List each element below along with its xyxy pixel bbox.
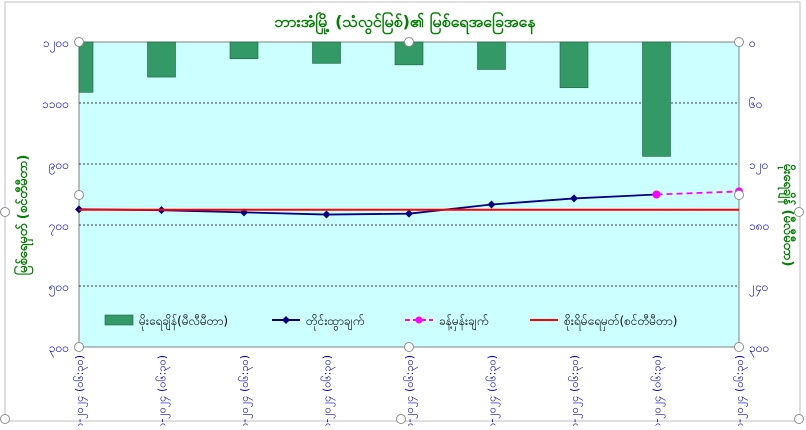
resize-handle[interactable] (0, 207, 10, 217)
x-tick-label: ၂၂-၈-၂၀၂၄ (၀၆:၃၀) (238, 355, 253, 426)
left-tick-label: ၅၀၀ (49, 280, 69, 297)
resize-handle[interactable] (74, 37, 84, 47)
right-tick-label: ၁၈၀ (749, 219, 769, 233)
rainfall-bar (78, 41, 94, 93)
legend-swatch (104, 314, 134, 326)
legend-marker (415, 316, 423, 324)
resize-handle[interactable] (396, 414, 406, 424)
rainfall-bars (78, 41, 671, 157)
x-tick-label: ၂၀-၈-၂၀၂၄ (၀၆:၃၀) (73, 355, 88, 426)
gridlines (79, 102, 739, 287)
rainfall-bar (642, 41, 671, 157)
right-tick-label: ၆၀ (749, 96, 763, 111)
rainfall-bar (147, 41, 176, 78)
legend: မိုးရေချိန်(မီလီမီတာ) တိုင်းထွာချက် ခန့်မှ… (104, 313, 677, 331)
legend-label: ခန့်မှန်းချက် (439, 313, 488, 331)
resize-handle[interactable] (74, 190, 84, 200)
x-tick-label: ၂၇-၈-၂၀၂၄ (၀၆:၃၀) (651, 355, 666, 426)
right-tick-label: ၃၀၀ (749, 341, 769, 358)
selection-handles (0, 37, 804, 424)
resize-handle[interactable] (404, 342, 414, 352)
left-tick-label: ၉၀၀ (49, 158, 69, 175)
rainfall-bar (229, 41, 259, 60)
left-tick-label: ၃၀၀ (49, 341, 69, 358)
x-tick-label: ၂၆-၈-၂၀၂၄ (၀၆:၃၀) (568, 355, 583, 426)
data-point (487, 200, 496, 209)
legend-label: မိုးရေချိန်(မီလီမီတာ) (139, 313, 228, 331)
rainfall-bar (312, 41, 341, 64)
rainfall-bar (559, 41, 589, 89)
resize-handle[interactable] (734, 37, 744, 47)
x-tick-label: ၂၅-၈-၂၀၂၄ (၀၆:၃၀) (486, 355, 501, 426)
resize-handle[interactable] (794, 207, 804, 217)
right-axis-title: မိုးရေချိန် (မီလီမီတာ) (777, 164, 797, 267)
left-axis-title: မြစ်ရေမှတ် (စင်တီမီတာ) (13, 155, 34, 276)
resize-handle[interactable] (794, 414, 804, 424)
rainfall-bar (477, 41, 506, 70)
resize-handle[interactable] (74, 342, 84, 352)
left-tick-label: ၁၂၀၀ (43, 36, 69, 53)
resize-handle[interactable] (0, 414, 10, 424)
series-line (656, 190, 740, 196)
right-tick-label: ၀ (749, 36, 756, 50)
resize-handle[interactable] (734, 190, 744, 200)
x-tick-label: ၂၁-၈-၂၀၂၄ (၀၆:၃၀) (156, 355, 171, 426)
x-tick-label: ၂၈-၈-၂၀၂၄ (၀၆:၃၀) (733, 355, 748, 426)
data-point (322, 210, 331, 219)
resize-handle[interactable] (404, 37, 414, 47)
data-point (405, 209, 413, 218)
x-tick-label: ၂၃-၈-၂၀၂၄ (၀၆:၃၀) (321, 355, 336, 426)
data-point (652, 190, 661, 199)
legend-label: တိုင်းထွာချက် (306, 313, 364, 331)
right-tick-label: ၂၄၀ (749, 280, 768, 297)
x-axis-ticks: ၂၀-၈-၂၀၂၄ (၀၆:၃၀) ၂၁-၈-၂၀၂၄ (၀၆:၃၀) ၂၂-၈-၂… (73, 355, 748, 430)
resize-handle[interactable] (734, 342, 744, 352)
x-tick-label: ၂၄-၈-၂၀၂၄ (၀၆:၃၀) (403, 355, 418, 426)
data-point (570, 194, 578, 203)
left-tick-label: ၁၁၀၀ (42, 97, 69, 111)
left-tick-label: ၇၀၀ (49, 219, 69, 236)
legend-marker (282, 316, 290, 324)
legend-label: စိုးရိမ်ရေမှတ်(စင်တီမီတာ) (564, 313, 677, 331)
right-tick-label: ၁၂၀ (749, 158, 768, 175)
